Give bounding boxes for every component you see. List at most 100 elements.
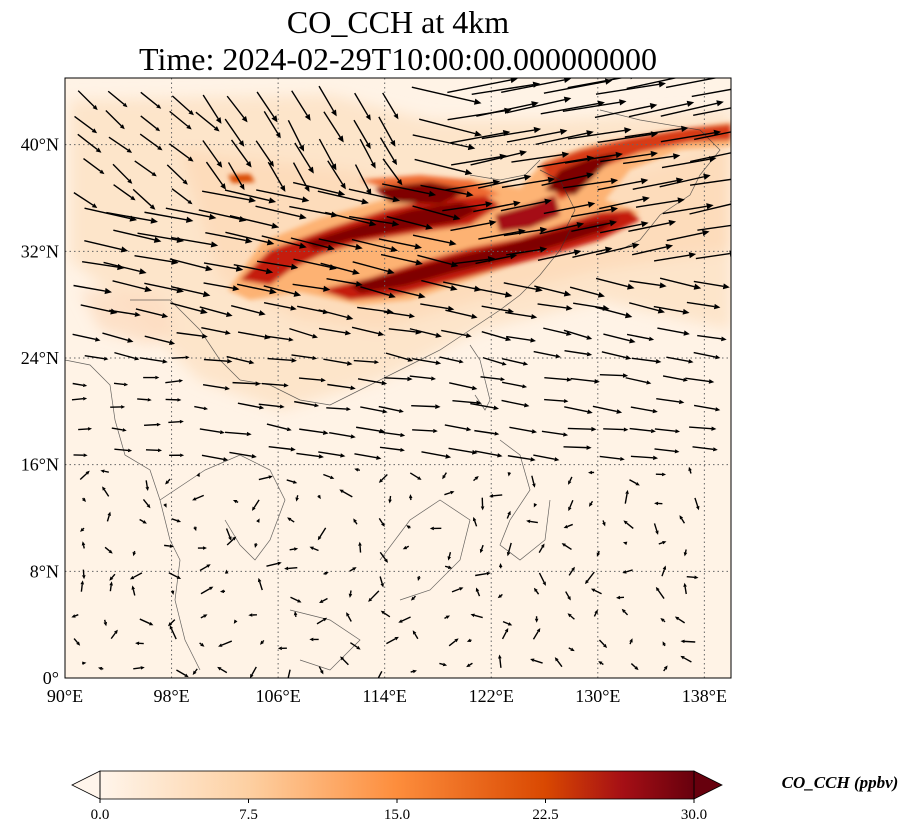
wind-arrow [537, 303, 573, 311]
wind-arrow [567, 426, 597, 432]
wind-arrow [585, 571, 595, 585]
wind-arrow [167, 619, 176, 627]
wind-arrow [225, 231, 275, 246]
wind-arrow [218, 640, 233, 647]
wind-arrow [398, 616, 411, 623]
wind-arrow [139, 133, 163, 151]
wind-arrow [380, 610, 391, 618]
wind-arrow [290, 237, 335, 251]
wind-arrow [412, 428, 438, 434]
wind-arrow [622, 569, 633, 574]
wind-arrow [292, 181, 346, 197]
wind-arrow [110, 405, 126, 409]
wind-arrow [109, 581, 113, 592]
x-tick-label: 138°E [682, 686, 727, 706]
wind-arrow [593, 609, 598, 617]
wind-arrow [595, 81, 666, 95]
wind-arrow [256, 518, 260, 523]
wind-arrow [693, 351, 721, 360]
wind-arrow [568, 499, 574, 512]
wind-arrow [263, 111, 281, 139]
wind-arrow [568, 566, 575, 576]
wind-arrow [506, 335, 536, 343]
colorbar-tick-label: 15.0 [384, 807, 410, 823]
wind-arrow [629, 302, 665, 314]
wind-arrow [409, 328, 442, 338]
wind-arrow [348, 188, 401, 203]
wind-arrow [572, 246, 613, 258]
wind-arrow [171, 188, 193, 205]
wind-arrow [202, 94, 222, 124]
wind-arrow [447, 551, 452, 561]
wind-arrow [629, 427, 656, 434]
wind-arrow [420, 184, 474, 198]
wind-arrow [255, 205, 307, 220]
wind-arrow [480, 497, 485, 511]
wind-arrow [689, 152, 731, 163]
wind-arrow [679, 515, 686, 524]
wind-arrow [317, 190, 369, 205]
wind-arrow [134, 160, 157, 177]
wind-arrow [683, 549, 688, 557]
wind-arrow [567, 613, 575, 620]
wind-arrow [379, 137, 398, 166]
wind-arrow [348, 590, 353, 598]
wind-arrow [587, 470, 595, 475]
wind-arrow [71, 396, 88, 401]
wind-arrow [346, 612, 352, 622]
wind-arrow [441, 329, 472, 338]
wind-arrow [81, 541, 86, 549]
wind-arrow [293, 611, 298, 618]
wind-arrow [229, 451, 257, 459]
wind-arrow [169, 258, 213, 272]
wind-arrow [109, 573, 116, 581]
wind-arrow [498, 654, 502, 668]
wind-arrow [318, 309, 354, 321]
wind-arrow [319, 597, 328, 603]
wind-arrow [534, 285, 572, 297]
wind-arrow [203, 262, 244, 272]
wind-arrow [294, 400, 320, 408]
wind-arrow [592, 405, 623, 414]
wind-arrow [318, 451, 346, 458]
wind-arrow [472, 516, 478, 527]
wind-arrow [475, 253, 518, 265]
wind-arrow [169, 625, 177, 640]
wind-arrow [110, 629, 118, 640]
wind-arrow [378, 518, 385, 527]
wind-arrow [132, 550, 137, 557]
wind-arrow [476, 101, 539, 117]
wind-arrow [481, 331, 512, 342]
wind-arrow [277, 646, 287, 651]
wind-arrow [72, 382, 88, 388]
wind-arrow [439, 662, 448, 667]
wind-arrow [567, 127, 632, 140]
wind-arrow [660, 100, 724, 117]
wind-arrow [448, 638, 459, 647]
wind-arrow [294, 142, 314, 174]
wind-arrow [292, 162, 310, 193]
wind-arrow [309, 637, 319, 642]
wind-arrow [475, 587, 481, 597]
wind-arrow [561, 543, 572, 551]
wind-arrow [470, 613, 483, 619]
wind-arrow [102, 486, 110, 497]
wind-arrow [543, 201, 596, 215]
wind-arrow [327, 383, 356, 391]
map-panel [65, 78, 731, 678]
y-tick-label: 24°N [21, 348, 59, 368]
wind-arrow [176, 332, 208, 339]
wind-arrow [114, 448, 133, 453]
wind-arrow [323, 571, 329, 576]
wind-arrow [74, 115, 98, 134]
wind-arrow [622, 541, 628, 546]
wind-arrow [662, 203, 714, 215]
wind-arrow [320, 262, 360, 275]
wind-arrow [408, 494, 413, 501]
wind-arrow [284, 566, 298, 571]
wind-arrow [309, 546, 319, 552]
wind-arrow [630, 663, 639, 671]
wind-arrow [112, 280, 153, 293]
wind-arrow [318, 666, 324, 675]
wind-arrow [685, 377, 715, 384]
